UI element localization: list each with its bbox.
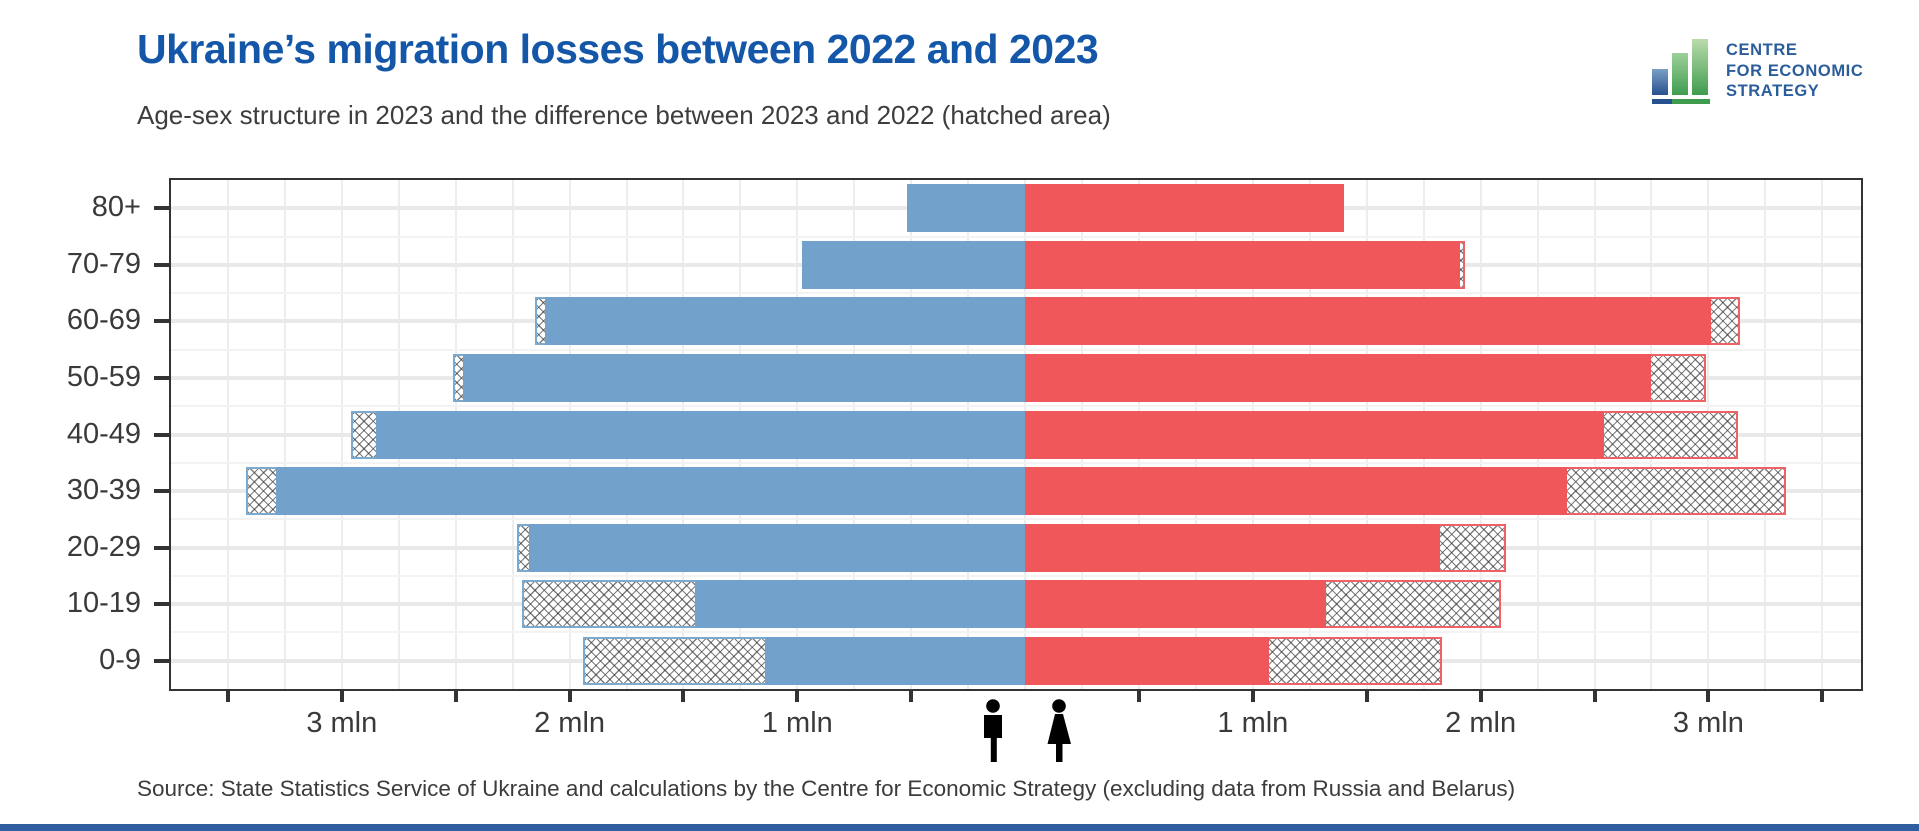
bar-chart-logo-icon	[1652, 38, 1714, 104]
x-axis-tick	[1364, 689, 1369, 702]
y-axis-label: 40-49	[66, 417, 141, 450]
chart-subtitle: Age-sex structure in 2023 and the differ…	[137, 100, 1111, 130]
y-axis-label: 50-59	[66, 360, 141, 393]
y-axis-label: 70-79	[66, 247, 141, 280]
x-axis-tick	[1706, 689, 1711, 702]
bar-male-2023-30-39	[275, 467, 1026, 516]
y-axis-tick	[154, 432, 169, 437]
bar-male-2023-50-59	[462, 353, 1026, 402]
x-axis-tick	[795, 689, 800, 702]
y-axis-tick	[154, 489, 169, 494]
x-axis-tick	[1250, 689, 1255, 702]
bar-male-2023-70-79	[801, 240, 1026, 289]
x-axis-label: 1 mln	[761, 707, 833, 739]
source-note: Source: State Statistics Service of Ukra…	[137, 776, 1516, 801]
bar-female-2023-40-49	[1025, 410, 1604, 459]
y-axis-label: 80+	[91, 191, 141, 224]
bar-female-2023-60-69	[1025, 297, 1711, 346]
x-axis-tick	[1478, 689, 1483, 702]
bar-female-2023-0-9	[1025, 636, 1269, 685]
bar-female-2023-30-39	[1025, 467, 1568, 516]
male-person-icon	[984, 699, 1002, 762]
bar-male-2023-0-9	[765, 636, 1026, 685]
ces-logo: CENTRE FOR ECONOMIC STRATEGY	[1652, 38, 1863, 104]
grid-line-horizontal-minor	[171, 574, 1861, 577]
grid-line-horizontal-minor	[171, 235, 1861, 238]
grid-line-horizontal-minor	[171, 461, 1861, 464]
bar-female-2023-50-59	[1025, 353, 1652, 402]
x-axis-tick	[339, 689, 344, 702]
grid-line-horizontal-minor	[171, 292, 1861, 295]
pyramid-plot-area: 80+ 70-79 60-69 50-59 40-49 30-39 20-29 10-19 0-…	[67, 178, 1863, 739]
bar-male-2023-60-69	[544, 297, 1026, 346]
grid-line-horizontal-minor	[171, 348, 1861, 351]
x-axis-label: 3 mln	[306, 707, 378, 739]
x-axis-label: 3 mln	[1672, 707, 1744, 739]
x-axis-tick	[225, 689, 230, 702]
y-axis-label: 20-29	[66, 530, 141, 563]
y-axis-label: 10-19	[66, 587, 141, 620]
y-axis-tick	[154, 375, 169, 380]
bar-male-2023-10-19	[694, 580, 1026, 629]
y-axis-label: 60-69	[66, 304, 141, 337]
x-axis-label: 2 mln	[1445, 707, 1517, 739]
x-axis-tick	[1592, 689, 1597, 702]
x-axis-tick	[567, 689, 572, 702]
x-axis-tick	[1136, 689, 1141, 702]
y-axis-tick	[154, 206, 169, 211]
x-axis-tick	[453, 689, 458, 702]
bottom-brand-strip	[0, 824, 1919, 831]
bar-male-2023-20-29	[528, 523, 1026, 572]
bar-female-2023-20-29	[1025, 523, 1440, 572]
x-axis-tick	[681, 689, 686, 702]
grid-line-horizontal-minor	[171, 518, 1861, 521]
bar-female-2023-70-79	[1025, 240, 1461, 289]
bar-male-2023-80+	[906, 184, 1026, 233]
y-axis-tick	[154, 602, 169, 607]
ces-logo-text: CENTRE FOR ECONOMIC STRATEGY	[1726, 41, 1864, 101]
bar-male-2023-40-49	[375, 410, 1026, 459]
grid-line-horizontal-minor	[171, 631, 1861, 634]
y-axis-label: 0-9	[99, 643, 141, 676]
bar-female-2023-80+	[1025, 184, 1344, 233]
bar-female-2023-10-19	[1025, 580, 1326, 629]
y-axis-tick	[154, 658, 169, 663]
x-axis-tick	[909, 689, 914, 702]
page-title: Ukraine’s migration losses between 2022 …	[137, 26, 1099, 72]
y-axis-tick	[154, 319, 169, 324]
x-axis-tick	[1820, 689, 1825, 702]
y-axis-tick	[154, 262, 169, 267]
y-axis-tick	[154, 545, 169, 550]
y-axis-label: 30-39	[66, 474, 141, 507]
x-axis-label: 1 mln	[1217, 707, 1289, 739]
female-person-icon	[1047, 699, 1071, 762]
x-axis-label: 2 mln	[534, 707, 606, 739]
grid-line-horizontal-minor	[171, 405, 1861, 408]
